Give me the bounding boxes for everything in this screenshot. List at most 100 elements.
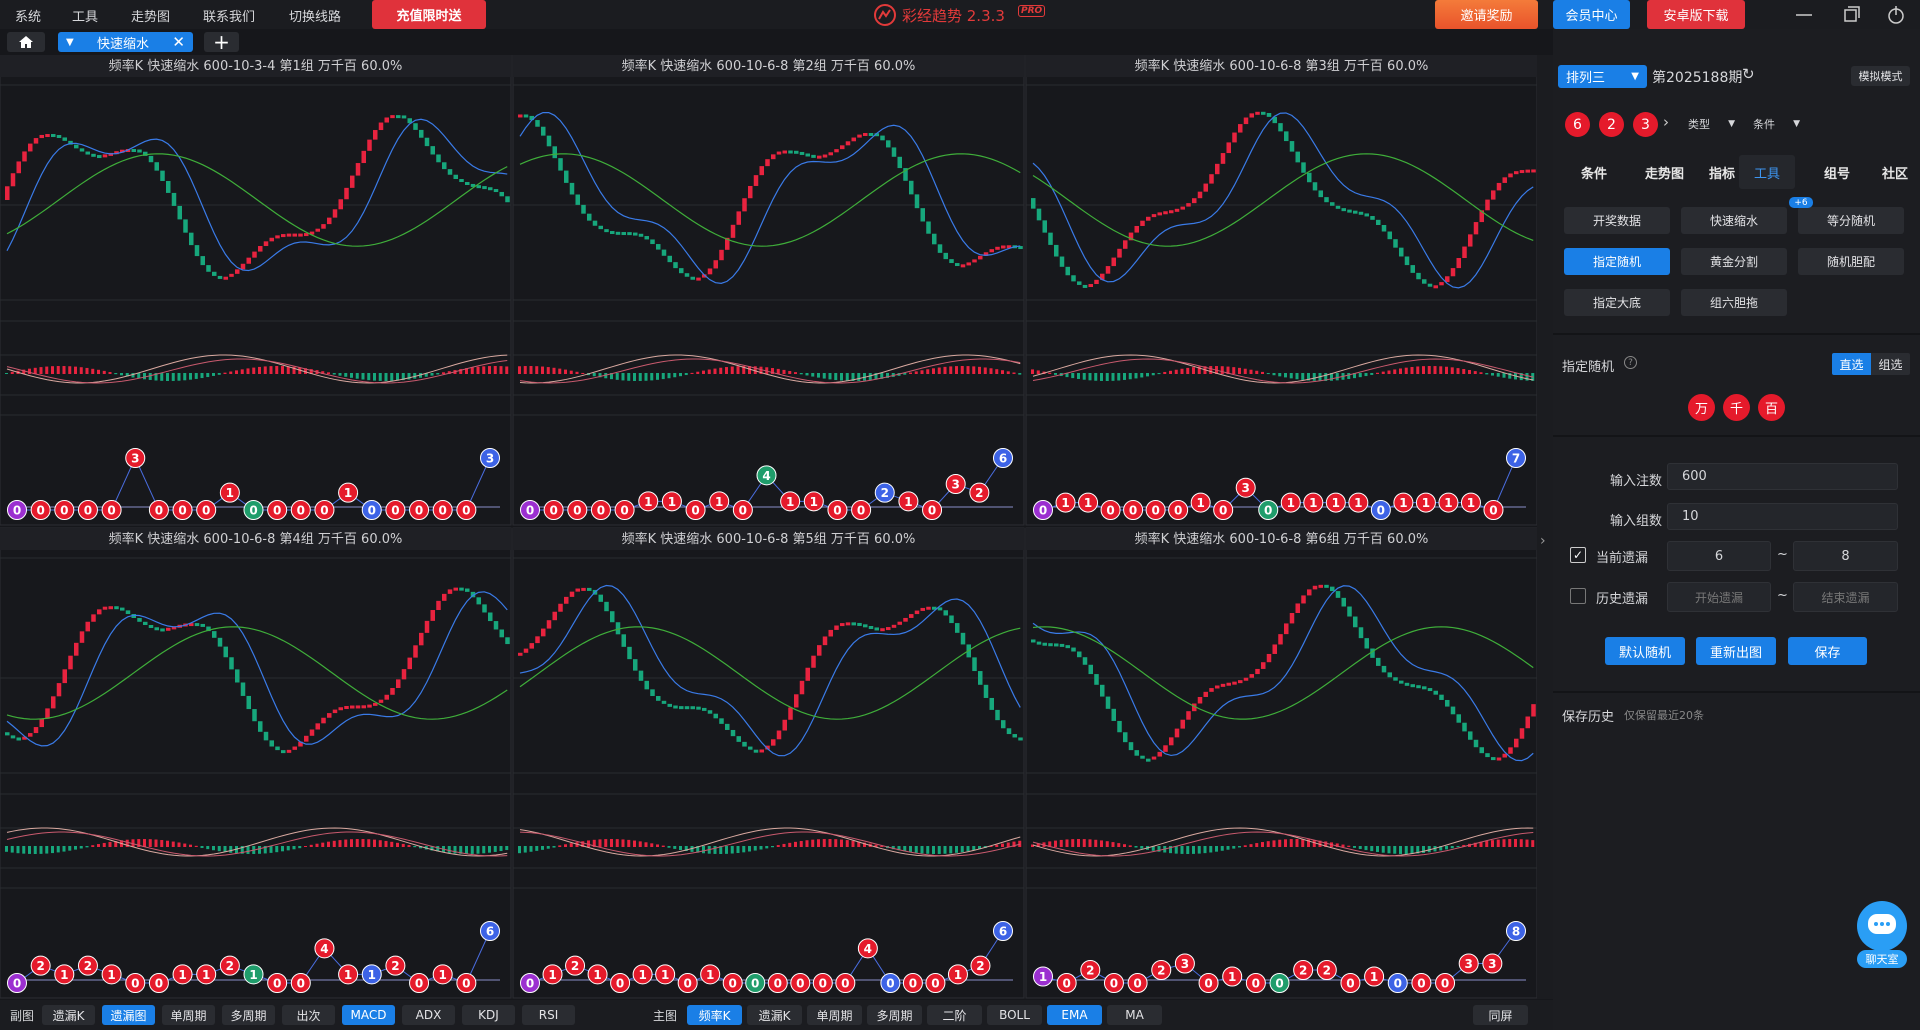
miss-ball <box>803 491 824 512</box>
position-ball[interactable]: 百 <box>1758 394 1785 421</box>
sub-button[interactable]: RSI <box>522 1005 575 1025</box>
macd-bar <box>154 839 158 847</box>
action-button[interactable]: 保存 <box>1788 637 1867 665</box>
candle <box>943 610 948 616</box>
history-to[interactable]: 结束遗漏 <box>1793 582 1898 612</box>
macd-bar <box>592 373 596 377</box>
current-to[interactable]: 8 <box>1793 541 1898 571</box>
sub-button[interactable]: 遗漏图 <box>102 1005 155 1025</box>
refresh-icon[interactable]: ↻ <box>1742 65 1755 83</box>
menu-item[interactable]: 工具 <box>72 10 99 25</box>
menu-item[interactable]: 走势图 <box>131 10 171 25</box>
action-button[interactable]: 重新出图 <box>1696 637 1776 665</box>
tool-button[interactable]: 黄金分割 <box>1681 248 1787 275</box>
main-button[interactable]: MA <box>1107 1005 1162 1025</box>
main-button[interactable]: 多周期 <box>867 1005 922 1025</box>
android-button[interactable]: 安卓版下载 <box>1647 0 1745 29</box>
toggle-group[interactable]: 组选 <box>1871 353 1910 375</box>
sub-button[interactable]: KDJ <box>462 1005 515 1025</box>
splitter[interactable]: › <box>1537 55 1553 999</box>
mode-button[interactable]: 模拟模式 <box>1851 66 1910 86</box>
candle <box>1082 657 1088 665</box>
macd-bar <box>1209 846 1213 853</box>
tool-button[interactable]: 组六胆拖 <box>1681 289 1787 316</box>
tool-button[interactable]: 指定随机 <box>1564 248 1670 275</box>
add-tab[interactable]: + <box>204 30 239 54</box>
candle <box>811 154 816 158</box>
promo-button[interactable]: 充值限时送 <box>372 0 486 29</box>
invite-button[interactable]: 邀请奖励 <box>1435 0 1538 29</box>
candle <box>1514 738 1519 748</box>
current-from[interactable]: 6 <box>1667 541 1771 571</box>
macd-bar <box>1105 373 1109 381</box>
tool-button[interactable]: 开奖数据 <box>1564 207 1670 234</box>
tool-button[interactable]: 等分随机 <box>1798 207 1904 234</box>
lottery-select[interactable]: 排列三 ▼ <box>1558 65 1647 88</box>
miss-ball-label: 0 <box>1174 504 1182 518</box>
filter-dropdown[interactable]: 条件 ▼ <box>1749 113 1804 135</box>
candle <box>587 213 592 221</box>
side-tab[interactable]: 工具 <box>1739 155 1795 189</box>
macd-bar <box>834 373 838 381</box>
panel-title: 频率K 快速缩水 600-10-6-8 第6组 万千百 60.0% <box>1135 531 1429 547</box>
toggle-direct[interactable]: 直选 <box>1832 353 1871 375</box>
main-button[interactable]: 单周期 <box>807 1005 862 1025</box>
position-ball[interactable]: 万 <box>1688 394 1715 421</box>
macd-bar <box>1376 372 1379 374</box>
candle <box>424 620 430 633</box>
macd-bar <box>321 842 325 847</box>
macd-bar <box>1393 369 1397 374</box>
sub-button[interactable]: ADX <box>402 1005 455 1025</box>
main-button[interactable]: EMA <box>1047 1005 1102 1025</box>
macd-bar <box>108 372 112 374</box>
home-button[interactable] <box>7 32 45 52</box>
history-checkbox[interactable] <box>1570 588 1586 604</box>
position-ball[interactable]: 千 <box>1723 394 1750 421</box>
main-button[interactable]: 二阶 <box>927 1005 982 1025</box>
menu-item[interactable]: 切换线路 <box>289 10 342 25</box>
menu-item[interactable]: 系统 <box>15 10 42 25</box>
sub-button[interactable]: 出次 <box>282 1005 335 1025</box>
menu-item[interactable]: 联系我们 <box>203 10 256 25</box>
action-button[interactable]: 默认随机 <box>1605 637 1685 665</box>
sub-button[interactable]: 单周期 <box>162 1005 215 1025</box>
ma-line <box>6 626 508 720</box>
main-button[interactable]: 频率K <box>687 1005 742 1025</box>
same-screen-button[interactable]: 同屏 <box>1473 1005 1528 1025</box>
tool-button[interactable]: 指定大底 <box>1564 289 1670 316</box>
sub-button[interactable]: 遗漏K <box>42 1005 95 1025</box>
active-tab[interactable]: ▼ 快速缩水 ✕ <box>58 32 193 52</box>
main-button[interactable]: 遗漏K <box>747 1005 802 1025</box>
candle <box>949 259 954 264</box>
main-label: 主图 <box>653 1009 678 1023</box>
miss-ball <box>290 973 311 993</box>
history-from[interactable]: 开始遗漏 <box>1667 582 1771 612</box>
candle <box>546 135 552 147</box>
main-button[interactable]: BOLL <box>987 1005 1042 1025</box>
miss-ball <box>661 491 682 512</box>
macd-bar <box>656 844 659 847</box>
candle <box>1065 266 1070 276</box>
chat-icon[interactable] <box>1857 901 1907 951</box>
macd-bar <box>229 846 233 853</box>
tool-button[interactable]: 快速缩水 <box>1681 207 1787 234</box>
chat-label[interactable]: 聊天室 <box>1857 950 1907 968</box>
sub-button[interactable]: 多周期 <box>222 1005 275 1025</box>
candle <box>194 245 200 257</box>
candle <box>1031 198 1036 209</box>
miss-ball <box>565 955 586 976</box>
candle <box>482 186 487 190</box>
current-checkbox[interactable]: ✓ <box>1570 547 1586 563</box>
sub-button[interactable]: MACD <box>342 1005 395 1025</box>
field-input[interactable]: 10 <box>1667 503 1898 530</box>
candle <box>1100 684 1105 697</box>
macd-bar <box>1416 366 1420 374</box>
maximize[interactable] <box>1844 9 1857 22</box>
macd-bar <box>68 366 72 374</box>
field-input[interactable]: 600 <box>1667 463 1898 490</box>
tool-button[interactable]: 随机胆配 <box>1798 248 1904 275</box>
vip-button[interactable]: 会员中心 <box>1553 0 1630 29</box>
filter-dropdown[interactable]: 类型 ▼ <box>1684 113 1739 135</box>
miss-ball-label: 3 <box>952 478 960 492</box>
miss-ball <box>614 500 635 520</box>
